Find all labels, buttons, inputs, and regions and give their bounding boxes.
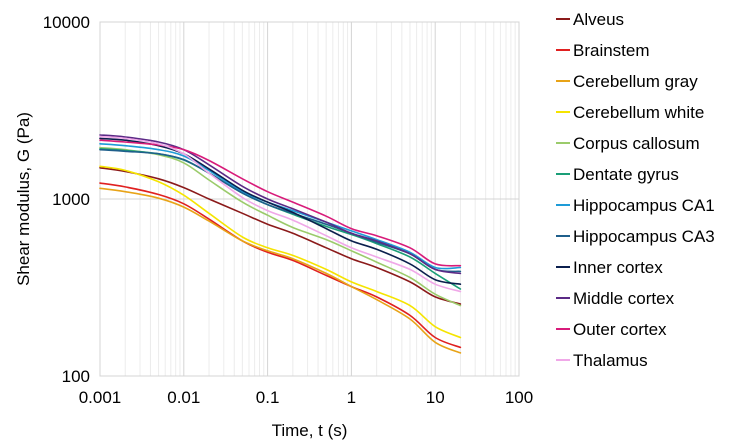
legend: Alveus Brainstem Cerebellum gray Cerebellum… [556, 10, 715, 370]
x-tick-label: 100 [505, 388, 533, 407]
x-tick-label: 1 [347, 388, 356, 407]
series-layer [99, 134, 462, 354]
series-line-cerebellum-white [99, 165, 462, 339]
x-axis: 0.001 0.01 0.1 1 10 100 [79, 388, 533, 407]
legend-label-cerebellum-white: Cerebellum white [573, 103, 704, 122]
legend-label-outer-cortex: Outer cortex [573, 320, 667, 339]
series-line-cerebellum-gray [99, 187, 462, 354]
series-line-brainstem [99, 182, 462, 349]
x-tick-label: 0.1 [256, 388, 280, 407]
y-axis-title: Shear modulus, G (Pa) [14, 112, 33, 286]
series-line-corpus-callosum [99, 146, 462, 307]
series-line-thalamus [99, 135, 462, 293]
series-line-hippocampus-ca1 [99, 143, 462, 270]
series-line-inner-cortex [99, 137, 462, 285]
y-tick-label: 100 [62, 367, 90, 386]
plot-area [99, 21, 520, 377]
x-tick-label: 10 [426, 388, 445, 407]
legend-label-corpus-callosum: Corpus callosum [573, 134, 700, 153]
x-axis-title: Time, t (s) [272, 421, 348, 440]
series-line-alveus [99, 167, 462, 305]
legend-label-middle-cortex: Middle cortex [573, 289, 675, 308]
legend-label-cerebellum-gray: Cerebellum gray [573, 72, 698, 91]
y-axis: 100 1000 10000 [43, 13, 90, 386]
legend-label-hippocampus-ca3: Hippocampus CA3 [573, 227, 715, 246]
y-tick-label: 1000 [52, 190, 90, 209]
legend-label-dentate-gyrus: Dentate gyrus [573, 165, 679, 184]
legend-label-inner-cortex: Inner cortex [573, 258, 663, 277]
series-line-outer-cortex [99, 139, 462, 267]
series-line-middle-cortex [99, 134, 462, 275]
legend-label-alveus: Alveus [573, 10, 624, 29]
legend-label-thalamus: Thalamus [573, 351, 648, 370]
plot-border [99, 21, 520, 377]
y-tick-label: 10000 [43, 13, 90, 32]
series-line-hippocampus-ca3 [99, 148, 462, 273]
legend-label-hippocampus-ca1: Hippocampus CA1 [573, 196, 715, 215]
x-tick-label: 0.001 [79, 388, 122, 407]
x-tick-label: 0.01 [167, 388, 200, 407]
legend-label-brainstem: Brainstem [573, 41, 650, 60]
